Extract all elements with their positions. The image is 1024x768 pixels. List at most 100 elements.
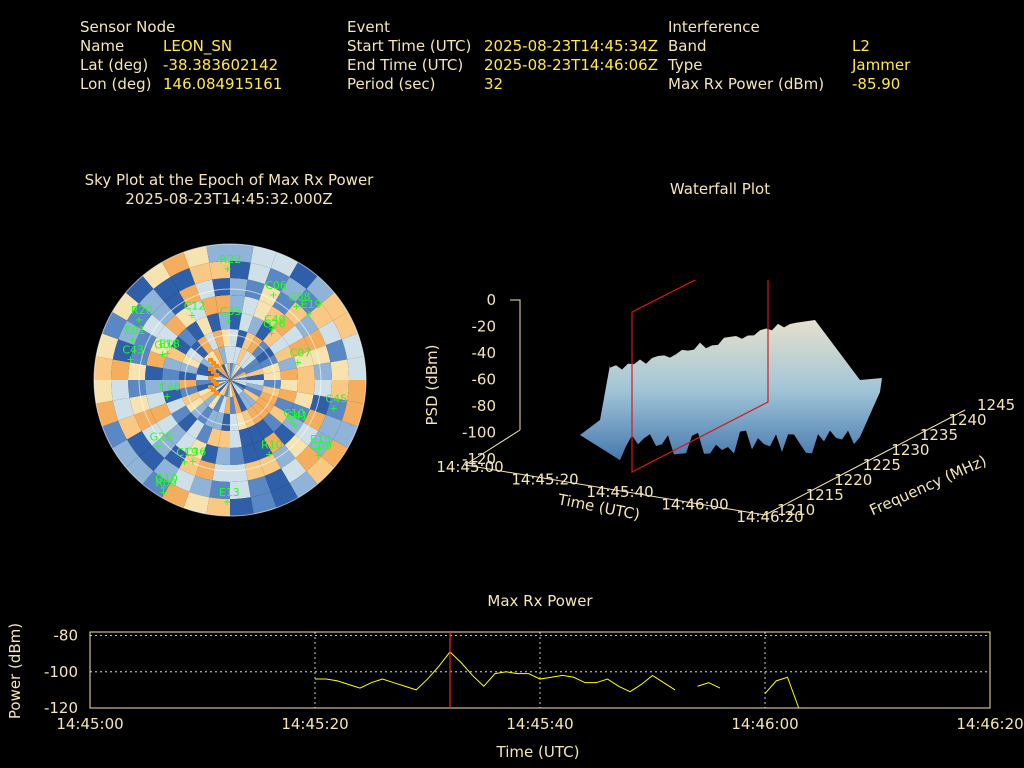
satellite-label: G26 xyxy=(263,318,286,331)
sky-cell xyxy=(330,359,349,380)
satellite-marker: +E18 xyxy=(159,337,180,359)
interference-hotspot xyxy=(214,364,219,368)
satellite-label: R22 xyxy=(220,253,242,266)
sky-cell xyxy=(141,314,165,338)
freq-tick-label: 1235 xyxy=(920,426,958,444)
sky-cell xyxy=(243,388,260,402)
sky-ring-middle xyxy=(138,288,322,472)
sky-cell xyxy=(102,312,127,340)
power-x-tick-label: 14:45:40 xyxy=(506,715,573,733)
sky-cell xyxy=(196,380,214,386)
sky-cell xyxy=(306,456,335,485)
sky-cell xyxy=(230,377,247,380)
sky-cell xyxy=(206,313,222,333)
freq-tick-label: 1215 xyxy=(806,486,844,504)
sky-cell xyxy=(212,463,230,482)
sky-cell xyxy=(296,380,315,395)
sky-cell xyxy=(280,380,298,392)
sky-cell xyxy=(230,369,245,380)
sky-cell xyxy=(187,438,207,460)
satellite-marker: +C41 xyxy=(286,410,308,432)
satellite-marker: +C36 xyxy=(185,446,207,468)
sky-cell xyxy=(218,312,230,330)
sky-cell xyxy=(213,348,225,366)
sky-cell xyxy=(256,397,275,413)
sky-cell xyxy=(112,397,135,421)
sky-cell xyxy=(230,380,244,394)
satellite-marker: +E19 xyxy=(301,298,322,320)
satellite-plus: + xyxy=(268,324,276,335)
sky-cell xyxy=(189,262,213,285)
sky-cell xyxy=(204,332,219,351)
sky-cell xyxy=(179,362,199,375)
sky-cell xyxy=(230,413,239,431)
sky-cell xyxy=(308,431,334,457)
sky-cell xyxy=(198,363,216,375)
sky-cell xyxy=(296,365,315,380)
max-rx-power-label: Max Rx Power (dBm) xyxy=(668,75,825,93)
satellite-plus: + xyxy=(158,349,166,360)
sky-cell xyxy=(164,314,187,337)
z-tick-label: -40 xyxy=(472,344,497,362)
sky-cell xyxy=(175,432,196,454)
sky-cell xyxy=(347,356,366,380)
lon-value: 146.084915161 xyxy=(163,75,283,93)
sky-cell xyxy=(313,362,332,380)
freq-tick-label: 1220 xyxy=(834,471,872,489)
band-value: L2 xyxy=(852,37,870,55)
sky-cell xyxy=(230,363,233,380)
sky-cell xyxy=(216,366,230,380)
sky-cell xyxy=(230,346,236,364)
sky-cell xyxy=(288,403,310,423)
satellite-marker: +C10 xyxy=(283,407,305,429)
type-label: Type xyxy=(668,56,703,74)
satellite-plus: + xyxy=(154,441,162,452)
interference-block: Interference Band L2 Type Jammer Max Rx Po… xyxy=(668,18,910,94)
sky-cell xyxy=(196,368,215,378)
sky-cell xyxy=(230,480,251,499)
waterfall-title: Waterfall Plot xyxy=(669,180,771,198)
z-tick-label: -100 xyxy=(462,424,496,442)
satellite-marker: +G26 xyxy=(263,318,286,340)
sky-cell xyxy=(230,497,254,516)
sky-cell xyxy=(156,414,178,435)
sky-cell xyxy=(170,268,196,292)
sky-cell xyxy=(241,332,256,351)
satellite-label: G08 xyxy=(288,290,311,303)
sky-cell xyxy=(230,295,245,314)
sky-cell xyxy=(166,346,186,363)
sky-cell xyxy=(218,346,228,365)
sky-cell xyxy=(96,400,119,427)
sky-cell xyxy=(156,325,178,346)
power-series-line xyxy=(697,682,721,689)
sky-cell xyxy=(318,320,342,346)
sky-cell xyxy=(230,374,247,380)
power-y-tick-label: -80 xyxy=(54,627,79,645)
satellite-marker: +C46 xyxy=(159,380,181,402)
sky-cell xyxy=(284,301,309,326)
sky-cell xyxy=(162,368,180,380)
sky-cell xyxy=(162,483,190,508)
sky-cell xyxy=(230,244,254,263)
satellite-plus: + xyxy=(329,404,337,415)
sky-cell xyxy=(182,354,201,369)
sky-cell xyxy=(214,380,230,389)
sky-cell xyxy=(244,363,262,375)
sky-cell xyxy=(277,388,297,404)
sky-cell xyxy=(333,312,358,340)
satellite-marker: +R22 xyxy=(220,253,242,275)
lat-value: -38.383602142 xyxy=(163,56,279,74)
satellite-marker: +G03 xyxy=(154,338,177,360)
sky-cell xyxy=(224,380,230,397)
sky-cell xyxy=(232,395,242,414)
satellite-label: C36 xyxy=(185,446,207,459)
sky-cell xyxy=(245,382,264,392)
sky-cell xyxy=(309,345,331,366)
satellite-marker: +R20 xyxy=(131,304,153,326)
satellite-marker: +G10 xyxy=(155,472,178,494)
sky-cell xyxy=(295,422,319,446)
sky-cell xyxy=(230,430,242,448)
sky-cell xyxy=(247,424,264,444)
satellite-marker: +C35 xyxy=(220,305,242,327)
